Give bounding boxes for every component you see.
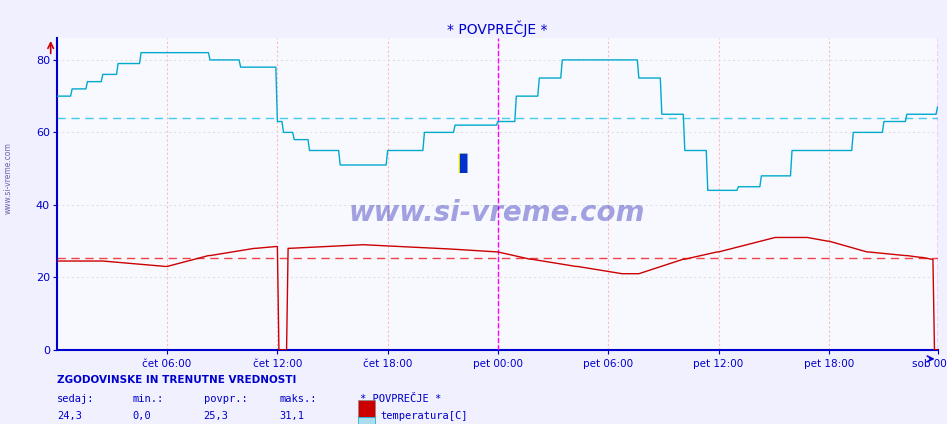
Text: ▐: ▐ [450, 153, 465, 173]
Text: www.si-vreme.com: www.si-vreme.com [4, 142, 13, 214]
Text: 31,1: 31,1 [279, 411, 304, 421]
Text: 0,0: 0,0 [133, 411, 152, 421]
Title: * POVPREČJE *: * POVPREČJE * [447, 20, 547, 37]
Text: * POVPREČJE *: * POVPREČJE * [360, 394, 441, 404]
Text: temperatura[C]: temperatura[C] [381, 411, 468, 421]
Text: ZGODOVINSKE IN TRENUTNE VREDNOSTI: ZGODOVINSKE IN TRENUTNE VREDNOSTI [57, 375, 296, 385]
Text: povpr.:: povpr.: [204, 394, 247, 404]
Text: maks.:: maks.: [279, 394, 317, 404]
Text: ▌: ▌ [459, 153, 474, 173]
Text: 24,3: 24,3 [57, 411, 81, 421]
Text: sedaj:: sedaj: [57, 394, 95, 404]
Text: 25,3: 25,3 [204, 411, 228, 421]
Text: min.:: min.: [133, 394, 164, 404]
Text: www.si-vreme.com: www.si-vreme.com [348, 199, 646, 227]
